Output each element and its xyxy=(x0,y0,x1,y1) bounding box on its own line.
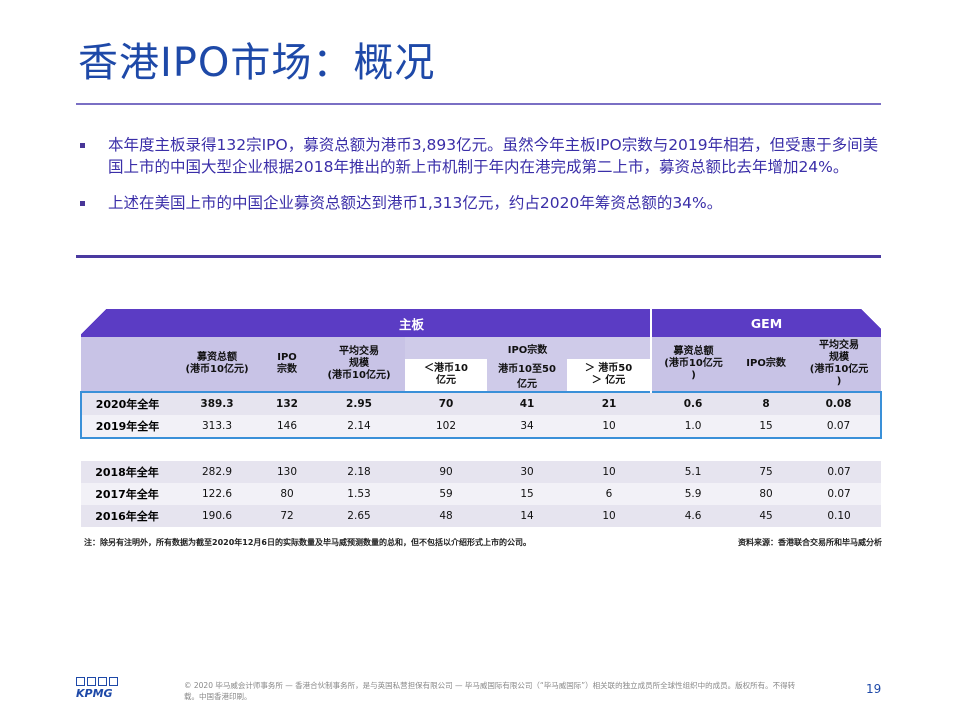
table-row: 2019年全年 313.3 146 2.14 102 34 10 1.0 15 … xyxy=(80,415,883,439)
cell: 80 xyxy=(759,488,773,500)
cell: 0.07 xyxy=(827,466,851,478)
cell: 2.14 xyxy=(313,415,405,439)
cell: 2.65 xyxy=(347,510,371,522)
row-label: 2017年全年 xyxy=(95,488,159,501)
logo-boxes-icon xyxy=(76,677,136,686)
cell: 0.07 xyxy=(797,415,883,439)
bullet-item: 本年度主板录得132宗IPO，募资总额为港币3,893亿元。虽然今年主板IPO宗… xyxy=(80,134,880,178)
cell: 15 xyxy=(735,415,798,439)
cell: 389.3 xyxy=(173,391,261,415)
page-title: 香港IPO市场：概况 xyxy=(78,40,436,86)
section-divider xyxy=(76,255,881,258)
cell: 5.1 xyxy=(684,466,702,478)
ipo-table: 主板 GEM 募资总额 (港币10亿元) IPO 宗数 平均交易 规模 (港币1… xyxy=(80,309,883,527)
group-header-main: 主板 xyxy=(173,309,652,337)
group-header-gem: GEM xyxy=(650,309,882,337)
cell: 2.18 xyxy=(347,466,371,478)
cell: 6 xyxy=(605,488,613,500)
cell: 70 xyxy=(405,391,487,415)
col-header-lt10: ＜港币10 亿元 xyxy=(405,359,487,392)
cell: 10 xyxy=(602,510,616,522)
logo-text: KPMG xyxy=(76,687,113,700)
cell: 0.07 xyxy=(827,488,851,500)
cell: 313.3 xyxy=(173,415,261,439)
cell: 1.53 xyxy=(347,488,371,500)
table-row: 2016年全年 190.6 72 2.65 48 14 10 4.6 45 0.… xyxy=(81,505,882,527)
col-header-10to50: 港币10至50 亿元 xyxy=(487,359,567,392)
cell: 146 xyxy=(261,415,313,439)
cell: 102 xyxy=(405,415,487,439)
cell: 72 xyxy=(280,510,294,522)
cell: 130 xyxy=(276,466,298,478)
col-header-proceeds: 募资总额 (港币10亿元) xyxy=(173,337,261,392)
cell: 34 xyxy=(487,415,567,439)
col-header-count: IPO 宗数 xyxy=(261,337,313,392)
col-header-gt50: ＞ 港币50 ＞ 亿元 xyxy=(567,359,652,392)
cell: 132 xyxy=(261,391,313,415)
col-header-ipo-count: IPO宗数 xyxy=(405,337,652,359)
cell: 15 xyxy=(520,488,534,500)
cell: 0.08 xyxy=(797,391,883,415)
cell: 122.6 xyxy=(201,488,233,500)
row-label: 2019年全年 xyxy=(80,415,173,439)
cell: 14 xyxy=(520,510,534,522)
cell: 30 xyxy=(520,466,534,478)
cell: 0.6 xyxy=(651,391,736,415)
cell: 80 xyxy=(280,488,294,500)
row-label: 2020年全年 xyxy=(80,391,173,415)
table-footnote: 注：除另有注明外，所有数据为截至2020年12月6日的实际数量及毕马威预测数量的… xyxy=(84,538,531,547)
bullet-marker-icon xyxy=(80,143,85,148)
cell: 48 xyxy=(439,510,453,522)
col-header-gem-proceeds: 募资总额 (港币10亿元 ) xyxy=(650,337,736,392)
title-divider xyxy=(76,103,881,105)
bullet-text: 上述在美国上市的中国企业募资总额达到港币1,313亿元，约占2020年筹资总额的… xyxy=(108,194,723,212)
table-corner xyxy=(81,309,173,337)
bullet-text: 本年度主板录得132宗IPO，募资总额为港币3,893亿元。虽然今年主板IPO宗… xyxy=(108,136,879,176)
footer-copyright: © 2020 毕马威会计师事务所 — 香港合伙制事务所，是与英国私营担保有限公司… xyxy=(184,681,796,701)
cell: 8 xyxy=(735,391,798,415)
table-row: 2018年全年 282.9 130 2.18 90 30 10 5.1 75 0… xyxy=(81,461,882,483)
row-label: 2016年全年 xyxy=(95,510,159,523)
cell: 1.0 xyxy=(651,415,736,439)
row-label: 2018年全年 xyxy=(95,466,159,479)
cell: 21 xyxy=(567,391,652,415)
source-note: 资料来源：香港联合交易所和毕马威分析 xyxy=(738,538,882,547)
cell: 4.6 xyxy=(684,510,702,522)
bullet-list: 本年度主板录得132宗IPO，募资总额为港币3,893亿元。虽然今年主板IPO宗… xyxy=(80,134,880,228)
kpmg-logo: KPMG xyxy=(76,677,136,703)
page-number: 19 xyxy=(866,682,882,696)
cell: 59 xyxy=(439,488,453,500)
col-header-gem-count: IPO宗数 xyxy=(735,337,798,392)
table-row: 2020年全年 389.3 132 2.95 70 41 21 0.6 8 0.… xyxy=(80,391,883,415)
cell: 10 xyxy=(602,466,616,478)
cell: 5.9 xyxy=(684,488,702,500)
bullet-marker-icon xyxy=(80,201,85,206)
cell: 90 xyxy=(439,466,453,478)
cell: 282.9 xyxy=(201,466,233,478)
cell: 190.6 xyxy=(201,510,233,522)
cell: 0.10 xyxy=(827,510,851,522)
col-header-avg: 平均交易 规模 (港币10亿元) xyxy=(313,337,405,392)
row-label-header xyxy=(81,337,173,392)
cell: 2.95 xyxy=(313,391,405,415)
cell: 45 xyxy=(759,510,773,522)
col-header-gem-avg: 平均交易 规模 (港币10亿元 ) xyxy=(797,337,882,392)
row-gap xyxy=(81,438,882,461)
cell: 41 xyxy=(487,391,567,415)
table-row: 2017年全年 122.6 80 1.53 59 15 6 5.9 80 0.0… xyxy=(81,483,882,505)
bullet-item: 上述在美国上市的中国企业募资总额达到港币1,313亿元，约占2020年筹资总额的… xyxy=(80,192,880,214)
cell: 10 xyxy=(567,415,652,439)
cell: 75 xyxy=(759,466,773,478)
